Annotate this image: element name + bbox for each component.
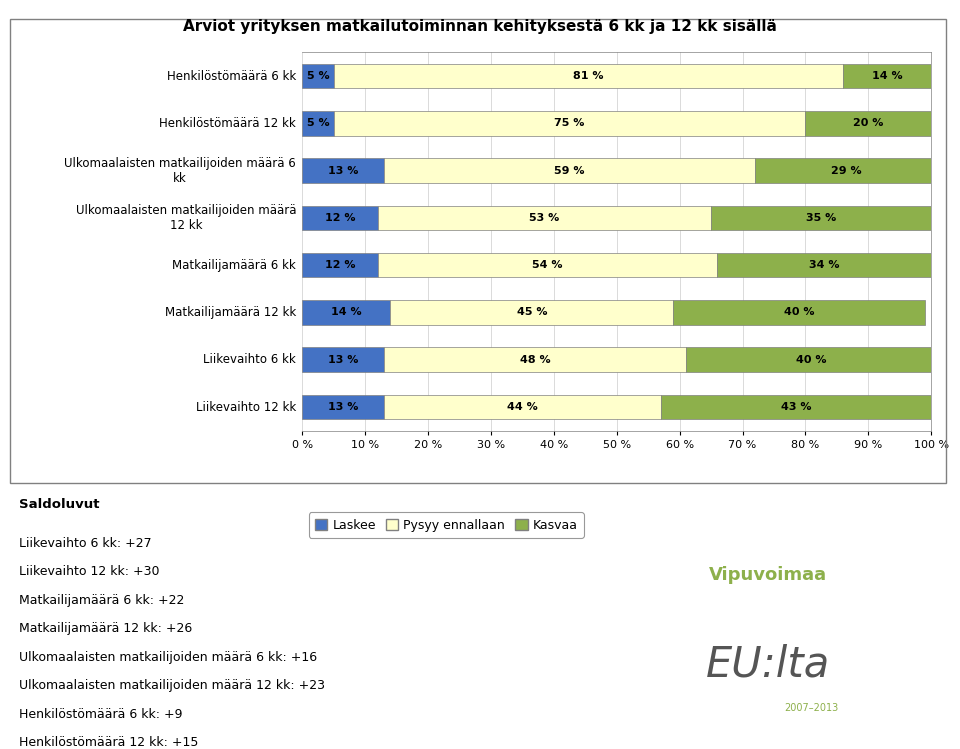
Text: 13 %: 13 % [328, 355, 358, 365]
Text: Liikevaihto 6 kk: +27: Liikevaihto 6 kk: +27 [19, 537, 152, 550]
Text: 13 %: 13 % [328, 402, 358, 412]
Bar [378, 253, 717, 277]
Text: 13 %: 13 % [328, 166, 358, 175]
Bar [805, 111, 931, 136]
Bar [660, 395, 931, 419]
Text: 34 %: 34 % [809, 260, 840, 270]
Text: Matkailijamäärä 6 kk: Matkailijamäärä 6 kk [173, 258, 296, 272]
Bar [384, 348, 686, 372]
Text: 12 %: 12 % [324, 260, 355, 270]
Text: 29 %: 29 % [831, 166, 862, 175]
Bar [302, 300, 391, 325]
Bar [302, 348, 384, 372]
Text: 54 %: 54 % [533, 260, 563, 270]
Text: Henkilöstömäärä 6 kk: +9: Henkilöstömäärä 6 kk: +9 [19, 708, 182, 721]
Text: Liikevaihto 6 kk: Liikevaihto 6 kk [204, 354, 296, 366]
Bar [302, 253, 378, 277]
Text: 40 %: 40 % [784, 308, 814, 318]
Text: 81 %: 81 % [573, 71, 604, 81]
Bar [711, 206, 931, 230]
Text: 59 %: 59 % [554, 166, 585, 175]
Text: 40 %: 40 % [797, 355, 827, 365]
Bar [384, 158, 756, 183]
Text: 12 %: 12 % [324, 213, 355, 223]
Text: Vipuvoimaa: Vipuvoimaa [708, 566, 828, 584]
Text: 75 %: 75 % [555, 118, 585, 128]
Text: Ulkomaalaisten matkailijoiden määrä 6
kk: Ulkomaalaisten matkailijoiden määrä 6 kk [64, 157, 296, 185]
Bar [686, 348, 938, 372]
Text: Liikevaihto 12 kk: +30: Liikevaihto 12 kk: +30 [19, 565, 159, 578]
Bar [756, 158, 938, 183]
Bar [378, 206, 711, 230]
Bar [334, 111, 805, 136]
Text: Ulkomaalaisten matkailijoiden määrä
12 kk: Ulkomaalaisten matkailijoiden määrä 12 k… [76, 204, 296, 232]
Text: 48 %: 48 % [519, 355, 550, 365]
Text: Henkilöstömäärä 6 kk: Henkilöstömäärä 6 kk [167, 70, 296, 82]
Text: 45 %: 45 % [516, 308, 547, 318]
Text: Matkailijamäärä 6 kk: +22: Matkailijamäärä 6 kk: +22 [19, 594, 184, 607]
Text: EU:lta: EU:lta [706, 643, 830, 685]
Text: Arviot yrityksen matkailutoiminnan kehityksestä 6 kk ja 12 kk sisällä: Arviot yrityksen matkailutoiminnan kehit… [183, 19, 777, 34]
Text: Henkilöstömäärä 12 kk: +15: Henkilöstömäärä 12 kk: +15 [19, 736, 199, 749]
Bar [334, 64, 843, 88]
Text: Henkilöstömäärä 12 kk: Henkilöstömäärä 12 kk [159, 117, 296, 130]
Bar [391, 300, 673, 325]
Text: 5 %: 5 % [307, 71, 329, 81]
Bar [673, 300, 924, 325]
Text: Matkailijamäärä 12 kk: +26: Matkailijamäärä 12 kk: +26 [19, 622, 192, 635]
Text: 35 %: 35 % [806, 213, 836, 223]
Text: 2007–2013: 2007–2013 [784, 703, 838, 713]
Text: Saldoluvut: Saldoluvut [19, 498, 100, 511]
Text: 20 %: 20 % [853, 118, 883, 128]
Text: Ulkomaalaisten matkailijoiden määrä 12 kk: +23: Ulkomaalaisten matkailijoiden määrä 12 k… [19, 679, 325, 692]
Text: Liikevaihto 12 kk: Liikevaihto 12 kk [196, 401, 296, 413]
Text: 53 %: 53 % [529, 213, 560, 223]
Legend: Laskee, Pysyy ennallaan, Kasvaa: Laskee, Pysyy ennallaan, Kasvaa [309, 512, 584, 538]
Bar [302, 158, 384, 183]
Bar [384, 395, 660, 419]
Bar [302, 64, 334, 88]
Text: Ulkomaalaisten matkailijoiden määrä 6 kk: +16: Ulkomaalaisten matkailijoiden määrä 6 kk… [19, 651, 318, 664]
Text: 43 %: 43 % [780, 402, 811, 412]
Text: 14 %: 14 % [872, 71, 902, 81]
Text: 5 %: 5 % [307, 118, 329, 128]
Bar [843, 64, 931, 88]
Text: Matkailijamäärä 12 kk: Matkailijamäärä 12 kk [165, 306, 296, 319]
Bar [302, 206, 378, 230]
Bar [302, 111, 334, 136]
Bar [302, 395, 384, 419]
Text: 44 %: 44 % [507, 402, 538, 412]
Text: 14 %: 14 % [331, 308, 362, 318]
Bar [717, 253, 931, 277]
